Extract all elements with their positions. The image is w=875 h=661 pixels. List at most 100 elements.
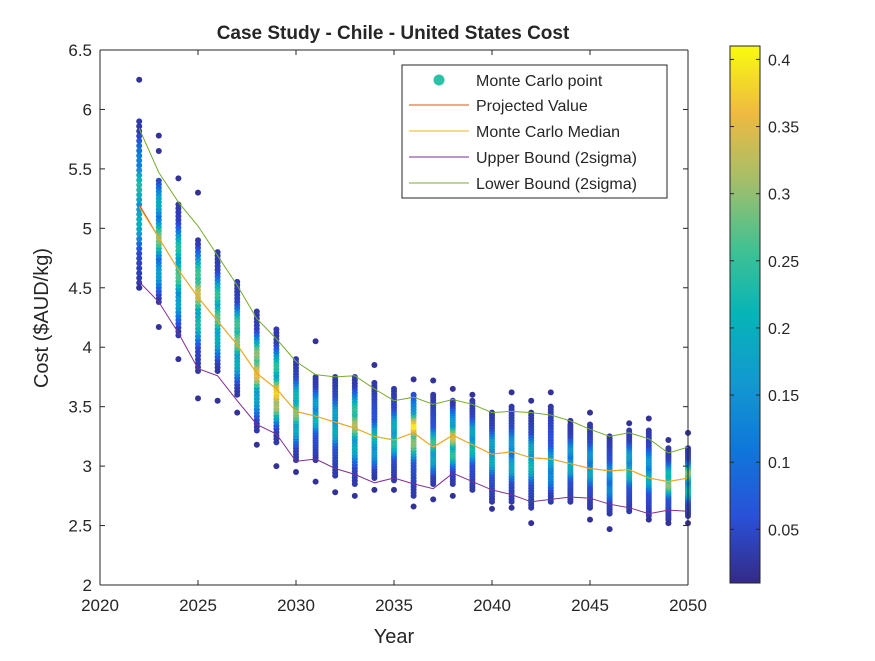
monte-carlo-outlier-point (371, 486, 378, 493)
monte-carlo-point (136, 167, 143, 174)
monte-carlo-point (136, 196, 143, 203)
monte-carlo-outlier-point (587, 409, 593, 416)
monte-carlo-outlier-point (136, 76, 143, 83)
monte-carlo-point (665, 445, 672, 452)
monte-carlo-point (136, 211, 143, 218)
lower-bound-line (138, 128, 689, 454)
monte-carlo-point (175, 201, 182, 208)
monte-carlo-point (136, 260, 143, 267)
monte-carlo-point (136, 279, 143, 286)
monte-carlo-outlier-point (528, 520, 535, 527)
monte-carlo-outlier-point (410, 503, 417, 510)
monte-carlo-point (136, 133, 143, 140)
monte-carlo-point (136, 152, 143, 159)
monte-carlo-point (136, 245, 143, 252)
monte-carlo-outlier-point (626, 420, 633, 427)
monte-carlo-point (136, 162, 143, 169)
monte-carlo-outlier-point (155, 132, 162, 139)
monte-carlo-outlier-point (253, 441, 260, 448)
x-tick-label: 2035 (375, 596, 413, 615)
monte-carlo-point (626, 427, 633, 434)
legend-label-monte-carlo-point: Monte Carlo point (476, 73, 603, 90)
colorbar-tick-label: 0.15 (768, 388, 799, 405)
monte-carlo-outlier-point (430, 496, 437, 503)
monte-carlo-outlier-point (645, 516, 652, 523)
x-tick-label: 2020 (81, 596, 119, 615)
monte-carlo-point (136, 265, 143, 272)
monte-carlo-point (371, 379, 378, 386)
colorbar-ticks: 0.05 0.1 0.15 0.2 0.25 0.3 0.35 0.4 (730, 52, 799, 539)
monte-carlo-point (136, 142, 143, 149)
monte-carlo-outlier-point (391, 486, 397, 493)
x-tick-label: 2040 (473, 596, 511, 615)
x-tick-label: 2025 (179, 596, 217, 615)
monte-carlo-outlier-point (587, 516, 593, 523)
monte-carlo-outlier-point (469, 391, 476, 398)
y-axis-label: Cost ($AUD/kg) (31, 248, 53, 388)
monte-carlo-point (136, 216, 143, 223)
monte-carlo-point (253, 308, 260, 315)
colorbar-tick-label: 0.25 (768, 254, 799, 271)
y-tick-label: 5 (83, 219, 92, 238)
y-tick-label: 3 (83, 457, 92, 476)
monte-carlo-outlier-point (508, 504, 515, 511)
x-tick-label: 2045 (571, 596, 609, 615)
monte-carlo-outlier-point (214, 397, 221, 404)
monte-carlo-outlier-point (155, 148, 162, 155)
upper-bound-line (138, 281, 689, 515)
legend-label-monte-carlo-median: Monte Carlo Median (476, 124, 620, 141)
legend-label-lower-bound: Lower Bound (2sigma) (476, 176, 637, 193)
monte-carlo-outlier-point (410, 376, 417, 383)
monte-carlo-point (587, 421, 593, 428)
monte-carlo-point (136, 226, 143, 233)
y-tick-label: 4.5 (68, 279, 92, 298)
monte-carlo-point (136, 147, 143, 154)
x-tick-label: 2050 (669, 596, 707, 615)
monte-carlo-outlier-point (273, 463, 280, 470)
monte-carlo-outlier-point (371, 362, 378, 369)
monte-carlo-point (136, 157, 143, 164)
y-tick-label: 5.5 (68, 160, 92, 179)
monte-carlo-outlier-point (175, 356, 182, 363)
monte-carlo-outlier-point (332, 489, 339, 496)
monte-carlo-points (136, 76, 691, 533)
colorbar-gradient (729, 45, 761, 584)
monte-carlo-point (273, 326, 280, 333)
monte-carlo-outlier-point (489, 505, 495, 512)
monte-carlo-outlier-point (449, 492, 456, 499)
monte-carlo-point (136, 230, 143, 237)
monte-carlo-point (136, 177, 143, 184)
monte-carlo-point (136, 255, 143, 262)
monte-carlo-point (155, 177, 162, 184)
legend-label-projected-value: Projected Value (476, 98, 588, 115)
monte-carlo-outlier-point (175, 175, 182, 182)
y-tick-label: 4 (83, 338, 92, 357)
monte-carlo-outlier-point (665, 436, 672, 443)
monte-carlo-point (449, 397, 456, 404)
monte-carlo-point (312, 373, 319, 380)
monte-carlo-outlier-point (195, 395, 201, 402)
y-axis-ticks: 2 2.5 3 3.5 4 4.5 5 5.5 6 6.5 (68, 41, 688, 595)
monte-carlo-point (136, 172, 143, 179)
monte-carlo-point (136, 270, 143, 277)
monte-carlo-outlier-point (606, 526, 613, 533)
monte-carlo-point (391, 385, 397, 392)
legend: Monte Carlo point Projected Value Monte … (401, 64, 668, 199)
colorbar-tick-label: 0.2 (768, 321, 790, 338)
monte-carlo-point (136, 221, 143, 228)
monte-carlo-outlier-point (508, 389, 515, 396)
chart-title: Case Study - Chile - United States Cost (217, 23, 570, 44)
monte-carlo-outlier-point (351, 492, 358, 499)
colorbar-tick-label: 0.35 (768, 120, 799, 137)
legend-marker-monte-carlo-point (433, 74, 445, 86)
monte-carlo-point (508, 403, 515, 410)
monte-carlo-outlier-point (547, 389, 554, 396)
monte-carlo-outlier-point (234, 409, 241, 416)
y-tick-label: 2 (83, 576, 92, 595)
monte-carlo-outlier-point (312, 478, 319, 485)
colorbar: 0.05 0.1 0.15 0.2 0.25 0.3 0.35 0.4 (729, 45, 799, 584)
monte-carlo-outlier-point (312, 338, 319, 345)
y-tick-label: 3.5 (68, 398, 92, 417)
